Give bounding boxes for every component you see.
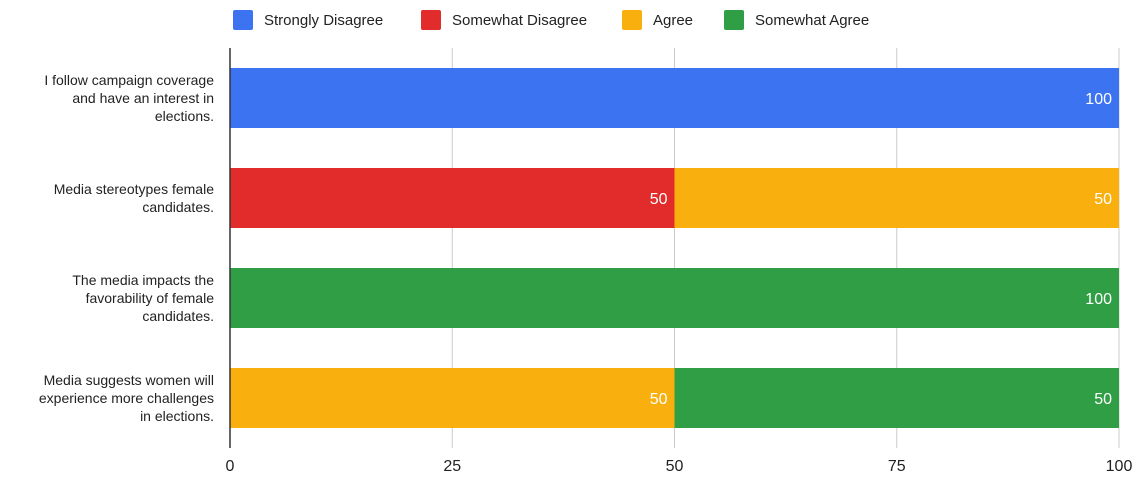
x-tick-label: 25 (443, 458, 461, 475)
legend-entry: Agree (653, 12, 693, 29)
x-axis: 0 25 50 75 100 (226, 48, 1133, 475)
legend-swatch (622, 10, 642, 30)
data-label: 100 (1085, 291, 1112, 308)
legend-swatch (421, 10, 441, 30)
bar-segment (230, 368, 675, 428)
category-labels: I follow campaign coverage and have an in… (39, 72, 214, 424)
category-label: Media stereotypes female candidates. (54, 181, 215, 215)
legend: Strongly Disagree Somewhat Disagree Agree S… (233, 10, 869, 30)
legend-entry: Somewhat Agree (755, 12, 869, 29)
bars: 100 50 50 100 50 50 (230, 68, 1119, 428)
x-tick-label: 50 (666, 458, 684, 475)
legend-entry: Somewhat Disagree (452, 12, 587, 29)
data-label: 50 (650, 391, 668, 408)
bar-segment (674, 168, 1119, 228)
legend-entry: Strongly Disagree (264, 12, 383, 29)
bar-segment (230, 268, 1119, 328)
data-label: 100 (1085, 91, 1112, 108)
legend-swatch (724, 10, 744, 30)
bar-segment (674, 368, 1119, 428)
data-label: 50 (650, 191, 668, 208)
x-tick-label: 0 (226, 458, 235, 475)
category-label: Media suggests women will experience more… (39, 372, 214, 424)
bar-segment (230, 68, 1119, 128)
data-label: 50 (1094, 391, 1112, 408)
x-tick-label: 100 (1106, 458, 1133, 475)
data-label: 50 (1094, 191, 1112, 208)
category-label: I follow campaign coverage and have an in… (44, 72, 214, 124)
bar-segment (230, 168, 675, 228)
x-tick-label: 75 (888, 458, 906, 475)
legend-swatch (233, 10, 253, 30)
category-label: The media impacts the favorability of fem… (72, 272, 214, 324)
